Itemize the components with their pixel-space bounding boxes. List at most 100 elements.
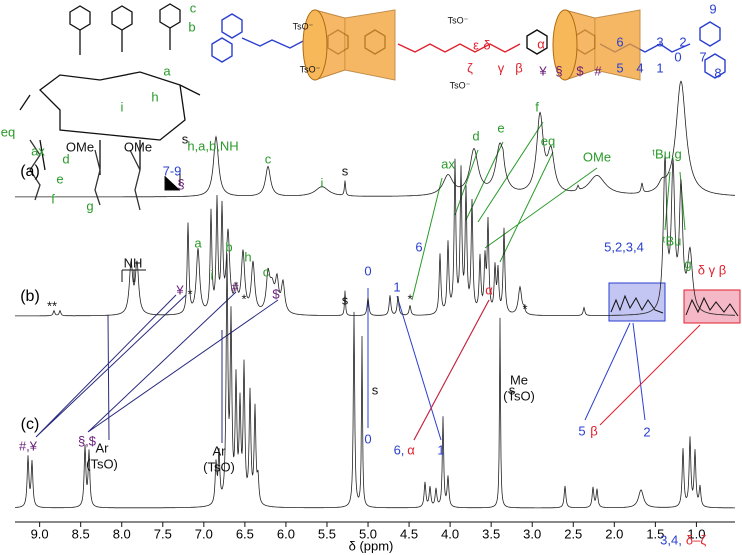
spectrum	[15, 253, 735, 509]
peak-label: 7	[699, 49, 706, 64]
peak-label: f	[535, 99, 539, 114]
peak-label: TsO⁻	[448, 15, 469, 25]
peak-label: ε	[473, 37, 479, 52]
peak-label: (TsO)	[203, 459, 235, 474]
peak-label: 2	[679, 34, 686, 49]
peak-label: 3,4,	[660, 532, 682, 547]
peak-label: 6,	[394, 442, 405, 457]
peak-label: OMe	[66, 139, 94, 154]
peak-label: *	[522, 301, 527, 316]
peak-label: ax	[31, 143, 45, 158]
trace-label: (c)	[21, 416, 40, 433]
peak-label: d	[472, 128, 479, 143]
peak-label: h	[151, 89, 158, 104]
peak-label: ¥	[175, 282, 184, 297]
trace-label: (a)	[20, 163, 40, 180]
peak-label: 7-9	[163, 163, 182, 178]
peak-label: s	[342, 292, 349, 307]
peak-label: **	[47, 298, 57, 313]
peak-label: c	[265, 151, 272, 166]
peak-label: ᵗBu,g	[652, 146, 682, 161]
peak-label: 2	[643, 424, 650, 439]
peak-label: ¥	[538, 63, 547, 78]
inset-trace	[610, 294, 664, 314]
peak-label: *	[241, 291, 246, 306]
peak-label: TsO⁻	[450, 80, 471, 90]
peak-label: TsO⁻	[293, 21, 314, 31]
spectrum	[15, 80, 736, 198]
x-tick-label: 7.0	[195, 526, 213, 541]
peak-label: 1	[437, 442, 444, 457]
peak-label: c	[190, 0, 197, 15]
peak-label: 3	[656, 34, 663, 49]
peak-label: *	[187, 286, 192, 301]
peak-label: Ar	[96, 440, 110, 455]
peak-label: 0	[674, 49, 681, 64]
peak-label: g	[684, 256, 691, 271]
peak-label: g	[86, 198, 93, 213]
x-tick-label: 2.0	[605, 526, 623, 541]
peak-label: i	[211, 267, 214, 282]
peak-label: 1	[656, 60, 663, 75]
peak-label: e	[56, 171, 63, 186]
x-tick-label: 1.5	[646, 526, 664, 541]
peak-label: §	[177, 176, 184, 191]
peak-label: §	[555, 63, 562, 78]
x-tick-label: 8.5	[72, 526, 90, 541]
x-tick-label: 1.0	[687, 526, 705, 541]
peak-label: a	[163, 63, 171, 78]
peak-label: ᵗBu	[663, 233, 682, 248]
peak-label: s	[182, 131, 189, 146]
peak-label: 4	[636, 60, 643, 75]
trace-label: (b)	[20, 288, 40, 305]
peak-label: d	[62, 151, 69, 166]
peak-label: OMe	[124, 139, 152, 154]
peak-label: c	[263, 264, 270, 279]
peak-label: ζ	[467, 60, 473, 75]
peak-label: s	[509, 382, 516, 397]
x-tick-label: 3.5	[482, 526, 500, 541]
peak-label: β	[515, 60, 522, 75]
x-tick-label: 4.5	[400, 526, 418, 541]
x-tick-label: 6.5	[236, 526, 254, 541]
x-tick-label: 5.0	[359, 526, 377, 541]
spectrum	[15, 154, 735, 317]
peak-label: §,$	[78, 433, 97, 448]
peak-label: 0	[364, 431, 371, 446]
correlation-lines	[35, 121, 701, 443]
peak-label: b	[188, 19, 195, 34]
peak-label: (TsO)	[86, 456, 118, 471]
peak-label: 6	[616, 34, 623, 49]
peak-label: *	[407, 291, 412, 306]
peak-label: 0	[364, 263, 371, 278]
peak-label: TsO⁻	[300, 64, 321, 74]
peak-label: i	[121, 99, 124, 114]
peak-label: NH	[124, 255, 143, 270]
x-tick-label: 5.5	[318, 526, 336, 541]
peak-label: #,¥	[19, 438, 38, 453]
peak-label: #	[231, 279, 239, 294]
peak-label: 5	[578, 423, 585, 438]
peak-label: 8	[714, 65, 721, 80]
x-tick-label: 7.5	[154, 526, 172, 541]
peak-label: ax	[441, 156, 455, 171]
peak-label: $	[576, 63, 584, 78]
peak-label: e	[497, 120, 504, 135]
peak-label: h	[244, 249, 251, 264]
calixarene-structure	[19, 3, 201, 211]
peak-label: 5,2,3,4	[604, 239, 644, 254]
peak-label: 9	[709, 1, 716, 16]
peak-label: Ar	[213, 443, 227, 458]
peak-label: h,a,b,NH	[187, 138, 238, 153]
inset-trace	[685, 296, 739, 317]
peak-label: b	[225, 239, 232, 254]
x-tick-label: 6.0	[277, 526, 295, 541]
peak-label: γ	[498, 60, 505, 75]
peak-label: OMe	[583, 149, 611, 164]
peak-label: eq	[1, 124, 15, 139]
peak-label: s	[342, 163, 349, 178]
peak-label: α	[485, 282, 493, 297]
x-tick-label: 2.5	[564, 526, 582, 541]
